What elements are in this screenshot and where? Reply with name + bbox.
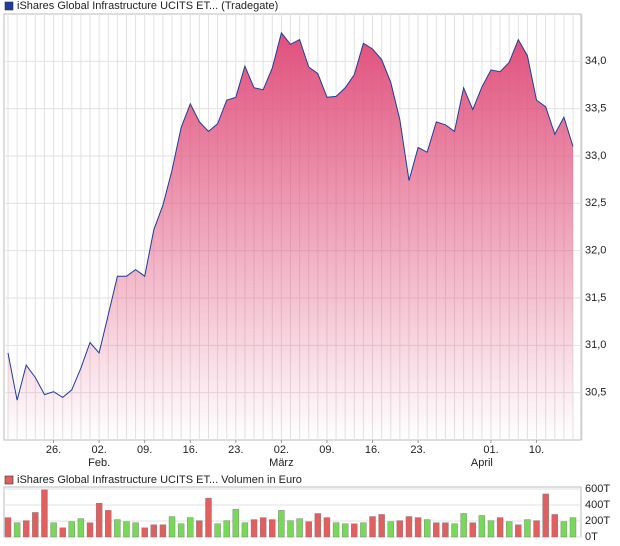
area — [8, 32, 573, 441]
x-tick-label: 23. — [228, 444, 243, 456]
volume-bar — [278, 510, 285, 538]
y-tick-label: 32,5 — [585, 197, 606, 209]
volume-bar — [77, 518, 85, 538]
volume-bar — [13, 522, 21, 538]
volume-bar — [515, 524, 522, 538]
y-tick-label: 0T — [585, 531, 598, 543]
volume-bar — [287, 520, 294, 538]
volume-bar — [569, 517, 577, 538]
volume-bar — [250, 519, 258, 538]
volume-bar — [551, 514, 558, 538]
volume-bar — [433, 522, 440, 538]
volume-bar — [23, 520, 30, 538]
x-tick-label: 01. — [483, 444, 498, 456]
volume-bar — [68, 521, 75, 538]
volume-bar — [141, 527, 148, 538]
x-tick-label: 26. — [46, 444, 61, 456]
volume-bar — [269, 519, 276, 538]
volume-bar — [396, 520, 404, 538]
volume-bar — [241, 522, 249, 538]
volume-bar — [59, 527, 66, 538]
price-line — [7, 31, 574, 401]
volume-bar — [460, 513, 467, 538]
y-tick-label: 200T — [585, 515, 610, 527]
volume-bar — [168, 516, 176, 538]
y-tick-label: 31,5 — [585, 292, 606, 304]
volume-bar — [305, 521, 312, 538]
volume-bar — [351, 523, 358, 538]
volume-bar — [524, 519, 531, 538]
y-tick-label: 400T — [585, 499, 610, 511]
volume-bar — [105, 510, 112, 538]
x-tick-label: 16. — [183, 444, 198, 456]
volume-bar — [360, 522, 367, 538]
volume-bar — [32, 512, 39, 538]
volume-bar — [423, 519, 431, 538]
volume-bar — [123, 521, 130, 538]
volume-bar — [4, 517, 12, 538]
month-label: März — [269, 457, 293, 469]
month-label: April — [471, 457, 493, 469]
volume-bar — [451, 523, 458, 538]
month-label: Feb. — [88, 457, 110, 469]
x-tick-label: 23. — [410, 444, 425, 456]
volume-bar — [341, 523, 349, 538]
volume-bar — [95, 503, 103, 538]
y-tick-label: 600T — [585, 483, 610, 495]
volume-bar — [478, 515, 486, 538]
volume-bar — [187, 517, 194, 538]
y-tick-label: 34,0 — [585, 55, 606, 67]
volume-bar — [259, 517, 267, 538]
volume-bar — [506, 521, 513, 538]
x-tick-label: 10. — [529, 444, 544, 456]
volume-bar — [159, 524, 167, 538]
volume-bar — [405, 516, 413, 538]
y-tick-label: 31,0 — [585, 339, 606, 351]
volume-bar — [533, 520, 540, 538]
volume-bar — [542, 493, 549, 538]
volume-bar — [296, 518, 303, 538]
volume-bar — [205, 497, 212, 538]
volume-bar — [560, 521, 568, 538]
legend-swatch — [4, 1, 14, 11]
volume-bar — [223, 520, 230, 538]
volume-bar — [232, 509, 240, 538]
volume-bar — [150, 524, 158, 538]
volume-bar — [378, 514, 385, 538]
x-tick-label: 09. — [137, 444, 152, 456]
volume-bar — [196, 520, 203, 538]
volume-bar — [469, 522, 476, 538]
volume-bar — [132, 522, 139, 538]
volume-bar — [369, 516, 376, 538]
volume-bar — [323, 517, 331, 538]
volume-bar — [50, 522, 57, 538]
volume-bar — [442, 522, 449, 538]
volume-bar — [314, 513, 322, 538]
y-tick-label: 33,5 — [585, 103, 606, 115]
x-tick-label: 02. — [91, 444, 106, 456]
chart-title: iShares Global Infrastructure UCITS ET..… — [17, 474, 302, 486]
volume-bar — [177, 523, 185, 538]
x-tick-label: 09. — [319, 444, 334, 456]
volume-bar — [387, 521, 394, 538]
chart-title: iShares Global Infrastructure UCITS ET..… — [17, 0, 278, 12]
volume-bar — [487, 520, 495, 538]
legend-swatch — [4, 475, 14, 485]
y-tick-label: 33,0 — [585, 150, 606, 162]
x-tick-label: 02. — [274, 444, 289, 456]
x-tick-label: 16. — [365, 444, 380, 456]
volume-bar — [41, 489, 48, 538]
volume-bar — [496, 517, 504, 538]
volume-bar — [114, 519, 121, 538]
volume-bar — [332, 522, 340, 538]
y-tick-label: 30,5 — [585, 387, 606, 399]
volume-bar — [214, 523, 221, 538]
volume-bar — [86, 522, 94, 538]
volume-bar — [414, 517, 422, 538]
y-tick-label: 32,0 — [585, 245, 606, 257]
